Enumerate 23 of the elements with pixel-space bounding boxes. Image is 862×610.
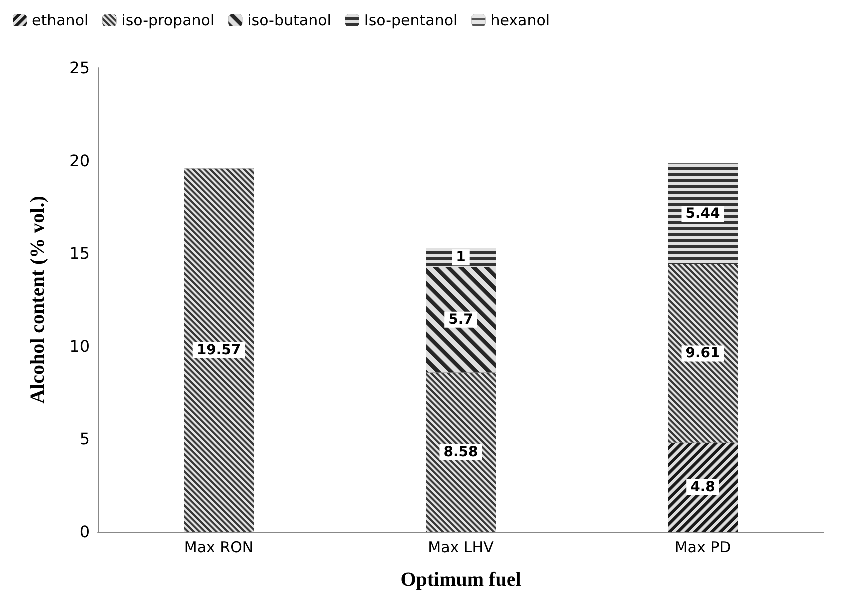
legend-label: Iso-pentanol xyxy=(364,12,458,30)
x-tick-label: Max RON xyxy=(184,538,254,556)
legend-label: iso-propanol xyxy=(122,12,215,30)
x-tick-label: Max LHV xyxy=(428,538,495,556)
y-tick-label: 15 xyxy=(70,244,90,264)
x-axis-title: Optimum fuel xyxy=(400,569,522,591)
y-tick-label: 0 xyxy=(80,522,90,542)
y-axis-title: Alcohol content (% vol.) xyxy=(27,196,49,404)
x-tick-label: Max PD xyxy=(674,538,732,556)
data-label: 19.57 xyxy=(196,342,242,358)
data-label: 5.7 xyxy=(448,312,474,328)
data-label: 8.58 xyxy=(444,444,478,460)
y-tick-label: 20 xyxy=(70,151,90,170)
legend-label: hexanol xyxy=(490,12,550,30)
data-label: 1 xyxy=(456,250,466,266)
data-label: 4.8 xyxy=(690,479,716,496)
data-label: 5.44 xyxy=(686,206,721,222)
legend-label: ethanol xyxy=(32,12,89,30)
y-tick-label: 5 xyxy=(80,430,90,449)
y-tick-label: 10 xyxy=(70,336,90,356)
legend-label: iso-butanol xyxy=(248,12,332,30)
data-label: 9.61 xyxy=(686,346,720,362)
y-tick-label: 25 xyxy=(70,58,90,78)
